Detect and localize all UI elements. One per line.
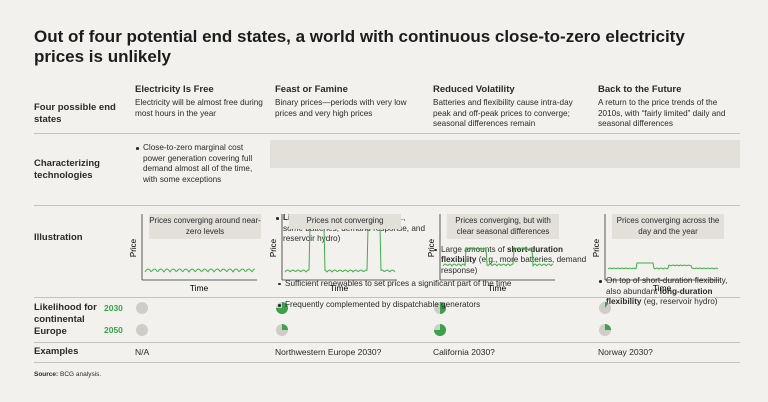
bullet xyxy=(136,147,139,150)
x-axis-label: Time xyxy=(190,283,209,293)
row-label: Characterizing technologies xyxy=(34,158,100,181)
row-label: Illustration xyxy=(34,232,83,243)
bullet xyxy=(599,280,602,283)
illustration-caption: Prices not converging xyxy=(289,214,401,229)
column-header: Electricity Is Free xyxy=(135,84,214,95)
shared-box xyxy=(270,140,740,168)
end-state-text: Batteries and flexibility cause intra-da… xyxy=(433,98,588,130)
text-part: short-duration flexibility xyxy=(441,244,563,265)
example-text: N/A xyxy=(135,347,150,357)
y-axis-label: Price xyxy=(592,238,601,257)
column-header: Back to the Future xyxy=(598,84,682,95)
pie-slice xyxy=(605,324,611,330)
text-part: Batteries and flexibility cause intra-da… xyxy=(433,98,573,128)
pie-slice xyxy=(440,302,446,314)
text-part: Electricity will be almost free during m… xyxy=(135,98,263,118)
source: Source: BCG analysis. xyxy=(34,370,101,381)
y-axis-label: Price xyxy=(269,238,278,257)
text-part: long-duration flexibility xyxy=(606,286,713,307)
text-part: Large amounts of xyxy=(441,244,507,254)
shared-technology-text: Frequently complemented by dispatchable … xyxy=(277,300,725,311)
y-axis-label: Price xyxy=(427,238,436,257)
pie-slice xyxy=(282,324,288,330)
column-header: Feast or Famine xyxy=(275,84,348,95)
y-axis-label: Price xyxy=(129,238,138,257)
pie-slice xyxy=(276,302,288,314)
illustration: Price Time xyxy=(129,214,257,293)
column-header: Reduced Volatility xyxy=(433,84,515,95)
text-part: Source: xyxy=(34,371,59,378)
row-label: Likelihood for continental Europe xyxy=(34,302,97,337)
bullet xyxy=(278,282,281,285)
likelihood-pie xyxy=(136,302,148,314)
price-line xyxy=(284,223,396,273)
x-axis-label: Time xyxy=(330,283,349,293)
illustration: Price Time xyxy=(427,214,555,293)
text-part: Sufficient renewables to set prices a si… xyxy=(285,278,512,288)
technology-text: On top of short-duration flexibility, al… xyxy=(598,276,743,308)
likelihood-pie xyxy=(434,302,446,314)
divider xyxy=(34,133,740,134)
divider xyxy=(34,297,740,298)
divider xyxy=(34,362,740,363)
text-part: BCG analysis. xyxy=(58,371,102,378)
illustration-caption: Prices converging, but with clear season… xyxy=(447,214,559,239)
end-state-text: Electricity will be almost free during m… xyxy=(135,98,265,119)
x-axis-label: Time xyxy=(488,283,507,293)
illustration: Price Time xyxy=(592,214,720,293)
technology-text: Close-to-zero marginal cost power genera… xyxy=(135,143,265,185)
bullet xyxy=(434,248,437,251)
pie-slice xyxy=(605,302,609,308)
likelihood-pie xyxy=(276,324,288,336)
divider xyxy=(34,342,740,343)
bullet xyxy=(278,304,281,307)
price-line xyxy=(144,268,256,273)
illustration-caption: Prices converging around near-zero level… xyxy=(149,214,261,239)
end-state-text: Binary prices—periods with very low pric… xyxy=(275,98,425,119)
likelihood-pie xyxy=(599,302,611,314)
illustration-caption: Prices converging across the day and the… xyxy=(612,214,724,239)
text-part: Close-to-zero marginal cost power genera… xyxy=(143,143,253,184)
text-part: On top of short-duration flexibility, al… xyxy=(606,276,728,296)
text-part: Frequently complemented by dispatchable … xyxy=(285,300,481,309)
price-line xyxy=(607,262,719,270)
pie-slice xyxy=(434,324,446,336)
year-label: 2050 xyxy=(104,325,123,335)
shared-technology-text: Sufficient renewables to set prices a si… xyxy=(277,279,725,290)
example-text: Norway 2030? xyxy=(598,347,653,357)
text-part: A return to the price trends of the 2010… xyxy=(598,98,726,128)
example-text: Northwestern Europe 2030? xyxy=(275,347,382,357)
likelihood-pie xyxy=(599,324,611,336)
text-part: (eg, reservoir hydro) xyxy=(641,297,718,306)
row-label: Examples xyxy=(34,346,79,357)
example-text: California 2030? xyxy=(433,347,495,357)
price-line xyxy=(442,247,554,267)
text-part: Binary prices—periods with very low pric… xyxy=(275,98,407,118)
year-label: 2030 xyxy=(104,303,123,313)
bullet xyxy=(276,217,279,220)
divider xyxy=(34,205,740,206)
likelihood-pie xyxy=(136,324,148,336)
row-label: Four possible end states xyxy=(34,102,116,125)
x-axis-label: Time xyxy=(653,283,672,293)
pie-background xyxy=(136,324,148,336)
end-state-text: A return to the price trends of the 2010… xyxy=(598,98,743,130)
likelihood-pie xyxy=(434,324,446,336)
title: Out of four potential end states, a worl… xyxy=(34,27,685,66)
pie-background xyxy=(136,302,148,314)
